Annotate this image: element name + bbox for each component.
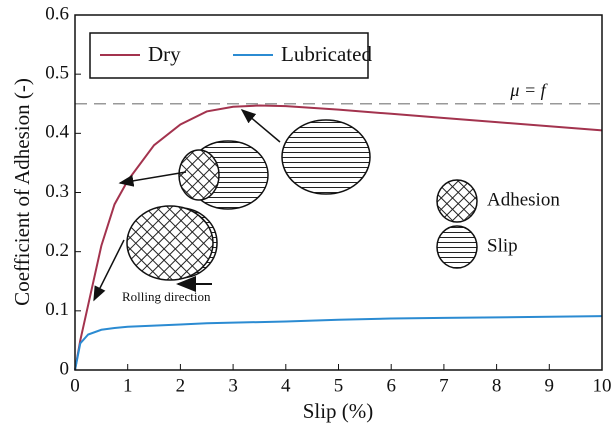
- plot-frame: [74, 14, 603, 371]
- x-tick-label: 5: [334, 375, 344, 396]
- legend: Dry Lubricated: [89, 32, 372, 79]
- y-tick-label: 0.6: [45, 3, 69, 24]
- x-axis-label: Slip (%): [303, 399, 374, 423]
- x-tick-label: 2: [176, 375, 186, 396]
- x-tick-label: 10: [593, 375, 612, 396]
- annotation: Rolling direction: [122, 289, 211, 304]
- x-tick-label: 7: [439, 375, 449, 396]
- y-tick-label: 0: [60, 358, 70, 379]
- y-axis-label: Coefficient of Adhesion (-): [10, 78, 34, 306]
- x-tick-label: 3: [228, 375, 238, 396]
- x-tick-label: 4: [281, 375, 291, 396]
- data-line: [74, 104, 603, 371]
- legend-label: Dry: [148, 42, 181, 66]
- legend-label: Lubricated: [281, 42, 372, 66]
- y-tick-label: 0.5: [45, 63, 69, 84]
- x-tick-label: 6: [386, 375, 396, 396]
- reference-label: μ = f: [509, 80, 548, 100]
- y-tick-label: 0.2: [45, 240, 69, 261]
- x-tick-label: 9: [545, 375, 555, 396]
- y-tick-label: 0.1: [45, 299, 69, 320]
- y-tick-label: 0.4: [45, 122, 69, 143]
- x-tick-label: 0: [70, 375, 80, 396]
- contact-diagrams: [93, 109, 478, 302]
- annotation: Adhesion: [487, 189, 560, 210]
- annotation: Slip: [487, 235, 518, 256]
- data-line: [74, 315, 603, 371]
- y-tick-label: 0.3: [45, 181, 69, 202]
- x-tick-label: 1: [123, 375, 133, 396]
- x-tick-label: 8: [492, 375, 502, 396]
